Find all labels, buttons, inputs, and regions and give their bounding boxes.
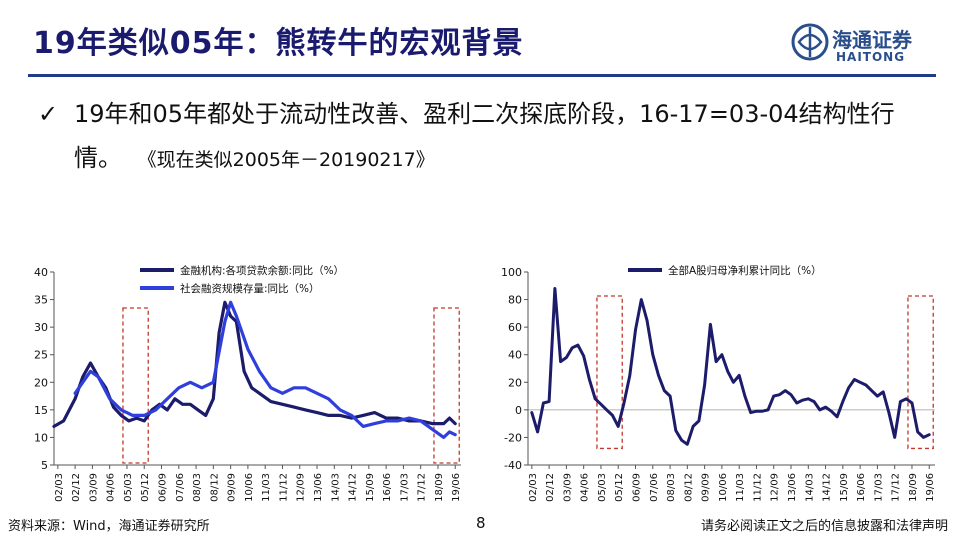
series-line: [73, 300, 457, 439]
x-tick-label: 02/03: [528, 473, 539, 502]
x-tick-label: 17/12: [417, 473, 428, 502]
y-tick-label: 30: [34, 321, 48, 334]
x-tick-label: 10/06: [244, 473, 255, 502]
x-tick-label: 16/06: [382, 473, 393, 502]
x-tick-label: 05/03: [597, 473, 608, 502]
bullet-citation: 《现在类似2005年－20190217》: [137, 149, 435, 171]
haitong-logo-icon: [791, 23, 829, 61]
x-tick-label: 11/03: [261, 473, 272, 502]
net-profit-growth-chart: -40 -20 0 20 40 60 80 100 02/03 02/12 03/09 04/06 05…: [492, 250, 947, 520]
x-tick-label: 05/12: [140, 473, 151, 502]
logo-text-cn: 海通证券: [832, 28, 912, 52]
y-tick-label: 40: [34, 266, 48, 279]
x-tick-label: 04/06: [580, 473, 591, 502]
x-tick-label: 15/09: [839, 473, 850, 502]
y-tick-label: -40: [504, 459, 522, 472]
x-tick-label: 10/06: [718, 473, 729, 502]
y-tick-label: 100: [501, 266, 522, 279]
x-tick-label: 17/03: [399, 473, 410, 502]
x-tick-label: 16/06: [856, 473, 867, 502]
x-tick-label: 15/09: [365, 473, 376, 502]
disclaimer: 请务必阅读正文之后的信息披露和法律声明: [700, 519, 948, 534]
y-tick-label: 25: [34, 349, 48, 362]
x-tick-label: 06/09: [158, 473, 169, 502]
x-tick-label: 02/03: [54, 473, 65, 502]
x-tick-label: 14/12: [822, 473, 833, 502]
highlight-box: [122, 307, 149, 464]
y-tick-label: 0: [515, 404, 522, 417]
x-tick-label: 03/09: [562, 473, 573, 502]
x-tick-label: 03/09: [88, 473, 99, 502]
highlight-box: [596, 295, 623, 450]
x-tick-label: 08/03: [666, 473, 677, 502]
slide-title: 19年类似05年：熊转牛的宏观背景: [33, 26, 524, 61]
source-note: 资料来源：Wind，海通证券研究所: [8, 519, 210, 534]
logo-text-en: HAITONG: [836, 50, 906, 64]
x-tick-label: 14/12: [348, 473, 359, 502]
x-tick-label: 11/03: [735, 473, 746, 502]
legend-label: 全部A股归母净利累计同比（%）: [668, 264, 822, 277]
y-tick-label: 35: [34, 294, 48, 307]
y-tick-label: 10: [34, 431, 48, 444]
x-tick-label: 08/03: [192, 473, 203, 502]
x-tick-label: 08/12: [209, 473, 220, 502]
x-tick-label: 02/12: [71, 473, 82, 502]
title-rule: [28, 74, 936, 77]
x-tick-label: 09/09: [701, 473, 712, 502]
y-tick-label: 20: [508, 376, 522, 389]
x-tick-label: 07/06: [175, 473, 186, 502]
x-tick-label: 11/12: [278, 473, 289, 502]
x-tick-label: 12/09: [296, 473, 307, 502]
x-tick-label: 14/03: [804, 473, 815, 502]
x-tick-label: 02/12: [545, 473, 556, 502]
x-tick-label: 06/09: [632, 473, 643, 502]
x-tick-label: 13/06: [787, 473, 798, 502]
bullet-main-text: 19年和05年都处于流动性改善、盈利二次探底阶段，16-17=03-04结构性行…: [74, 100, 895, 172]
highlight-box: [907, 295, 934, 450]
x-tick-label: 05/03: [123, 473, 134, 502]
x-tick-label: 09/09: [227, 473, 238, 502]
y-tick-label: 20: [34, 376, 48, 389]
legend-label: 金融机构:各项贷款余额:同比（%）: [180, 264, 344, 277]
x-tick-label: 17/12: [891, 473, 902, 502]
x-tick-label: 13/06: [313, 473, 324, 502]
x-tick-label: 17/03: [873, 473, 884, 502]
x-tick-label: 05/12: [614, 473, 625, 502]
y-tick-label: 15: [34, 404, 48, 417]
loan-growth-chart: 5 10 15 20 25 30 35 40 02/03 02/12 03/09 04/06 05/03…: [18, 250, 473, 520]
highlight-box: [433, 307, 460, 464]
y-tick-label: 60: [508, 321, 522, 334]
x-tick-label: 07/06: [649, 473, 660, 502]
x-tick-label: 19/06: [925, 473, 936, 502]
haitong-logo: 海通证券 HAITONG: [790, 22, 940, 70]
x-tick-label: 04/06: [106, 473, 117, 502]
x-tick-label: 19/06: [451, 473, 462, 502]
x-tick-label: 14/03: [330, 473, 341, 502]
x-tick-label: 18/09: [908, 473, 919, 502]
x-tick-label: 12/09: [770, 473, 781, 502]
page-number: 8: [476, 514, 486, 532]
y-tick-label: 5: [41, 459, 48, 472]
y-tick-label: 80: [508, 294, 522, 307]
checkmark-icon: ✓: [38, 100, 59, 128]
y-tick-label: 40: [508, 349, 522, 362]
bullet-point: ✓ 19年和05年都处于流动性改善、盈利二次探底阶段，16-17=03-04结构…: [38, 92, 918, 182]
bullet-text: 19年和05年都处于流动性改善、盈利二次探底阶段，16-17=03-04结构性行…: [74, 92, 918, 182]
x-tick-label: 08/12: [683, 473, 694, 502]
x-tick-label: 18/09: [434, 473, 445, 502]
y-tick-label: -20: [504, 431, 522, 444]
series-line: [530, 287, 931, 446]
x-tick-label: 11/12: [752, 473, 763, 502]
legend-label: 社会融资规模存量:同比（%）: [180, 282, 320, 295]
